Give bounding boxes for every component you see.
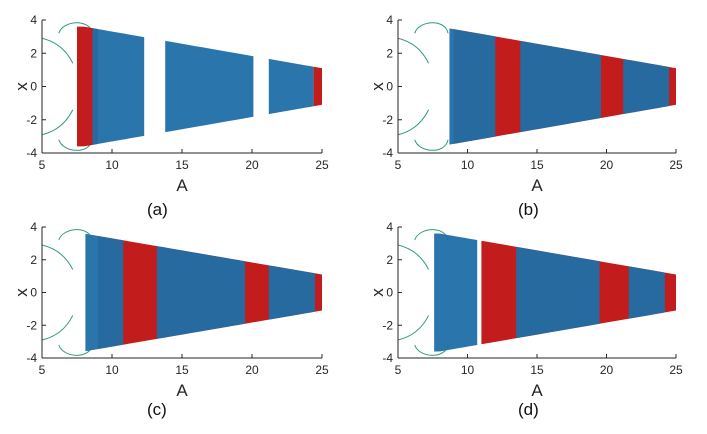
panel-d-bifurcation-branches	[398, 229, 449, 356]
panel-c-y-tick-label-0: 0	[30, 286, 37, 300]
panel-d-x-label: A	[531, 381, 543, 400]
panel-c-x-tick-label-20: 20	[245, 363, 259, 377]
panel-c: 5 10 15 20 25 -4 -2 0 2 4 Ax	[12, 220, 329, 400]
panel-b-blue-band-3	[623, 58, 670, 115]
panel-d-blue-band-2	[516, 246, 600, 339]
panel-a-y-tick-label-0: 0	[30, 80, 37, 94]
panel-b-x-tick-label-5: 5	[395, 158, 402, 172]
panel-c-plot	[42, 229, 322, 356]
panel-d-y-tick-label-2: 2	[386, 253, 393, 267]
panel-b-x-tick-label-25: 25	[669, 158, 683, 172]
panel-b-y-tick-label--4: -4	[382, 146, 393, 160]
panel-d-plot	[398, 229, 676, 356]
panel-c-x-tick-label-25: 25	[315, 363, 329, 377]
panel-c-y-tick-label--4: -4	[26, 351, 37, 365]
panel-d-x-tick-label-15: 15	[530, 363, 544, 377]
panel-a-blue-band-3	[268, 58, 314, 115]
panel-c-y-tick-label-4: 4	[30, 220, 37, 234]
panel-a-x-label: A	[176, 176, 188, 195]
panel-c-y-tick-label--2: -2	[26, 318, 37, 332]
panel-d-blue-band-1	[434, 233, 478, 352]
panel-c-x-tick-label-10: 10	[105, 363, 119, 377]
panel-c-x-tick-label-5: 5	[39, 363, 46, 377]
panel-a-blue-band-1	[92, 28, 145, 145]
panel-a-x-tick-label-25: 25	[315, 158, 329, 172]
panel-a: 5 10 15 20 25 -4 -2 0 2 4 Ax	[12, 13, 329, 195]
panel-a-blue-band-2	[165, 40, 254, 133]
panel-c-blue-band-1	[85, 233, 124, 352]
panel-c-x-tick-label-15: 15	[175, 363, 189, 377]
panel-b-y-tick-label--2: -2	[382, 113, 393, 127]
caption-c: (c)	[147, 400, 167, 419]
panel-b-x-tick-label-15: 15	[530, 158, 544, 172]
panel-c-y-tick-label-2: 2	[30, 253, 37, 267]
panel-a-red-band-2	[313, 66, 322, 107]
panel-a-bifurcation-branches	[42, 22, 93, 151]
panel-a-x-tick-label-20: 20	[245, 158, 259, 172]
panel-a-y-tick-label--2: -2	[26, 113, 37, 127]
panel-b-bifurcation-branches	[398, 22, 449, 151]
panel-a-y-tick-label--4: -4	[26, 146, 37, 160]
caption-d: (d)	[518, 400, 539, 419]
panel-a-plot	[42, 22, 322, 151]
panel-a-y-tick-label-2: 2	[30, 46, 37, 60]
panel-b-x-tick-label-10: 10	[461, 158, 475, 172]
panel-b-x-tick-label-20: 20	[600, 158, 614, 172]
panel-d-y-tick-label--4: -4	[382, 351, 393, 365]
caption-a: (a)	[147, 200, 168, 219]
panel-b-y-tick-label-0: 0	[386, 80, 393, 94]
panel-b: 5 10 15 20 25 -4 -2 0 2 4 Ax	[368, 13, 683, 195]
panel-a-y-label: x	[12, 82, 31, 91]
panel-d: 5 10 15 20 25 -4 -2 0 2 4 Ax	[368, 220, 683, 400]
panel-b-x-label: A	[531, 176, 543, 195]
panel-c-blue-band-2	[156, 246, 245, 339]
panel-b-y-tick-label-4: 4	[386, 13, 393, 27]
panel-d-y-tick-label-0: 0	[386, 286, 393, 300]
panel-b-plot	[398, 22, 676, 151]
panel-a-x-tick-label-15: 15	[175, 158, 189, 172]
panel-c-blue-band-3	[268, 265, 315, 320]
panel-a-x-tick-label-10: 10	[105, 158, 119, 172]
panel-d-blue-band-3	[628, 266, 665, 319]
panel-a-x-tick-label-5: 5	[39, 158, 46, 172]
panel-d-x-tick-label-5: 5	[395, 363, 402, 377]
panel-d-y-tick-label--2: -2	[382, 318, 393, 332]
panel-b-y-tick-label-2: 2	[386, 46, 393, 60]
panel-c-y-label: x	[12, 288, 31, 297]
panel-d-x-tick-label-10: 10	[461, 363, 475, 377]
panel-d-y-label: x	[368, 288, 387, 297]
caption-b: (b)	[518, 200, 539, 219]
panel-b-y-label: x	[368, 82, 387, 91]
panel-c-bifurcation-branches	[42, 229, 93, 356]
panel-a-y-tick-label-4: 4	[30, 13, 37, 27]
panel-d-x-tick-label-25: 25	[669, 363, 683, 377]
panel-d-x-tick-label-20: 20	[600, 363, 614, 377]
panel-b-blue-band-2	[520, 40, 601, 133]
panel-d-y-tick-label-4: 4	[386, 220, 393, 234]
panel-b-blue-band-1	[449, 28, 496, 145]
panel-c-x-label: A	[176, 381, 188, 400]
